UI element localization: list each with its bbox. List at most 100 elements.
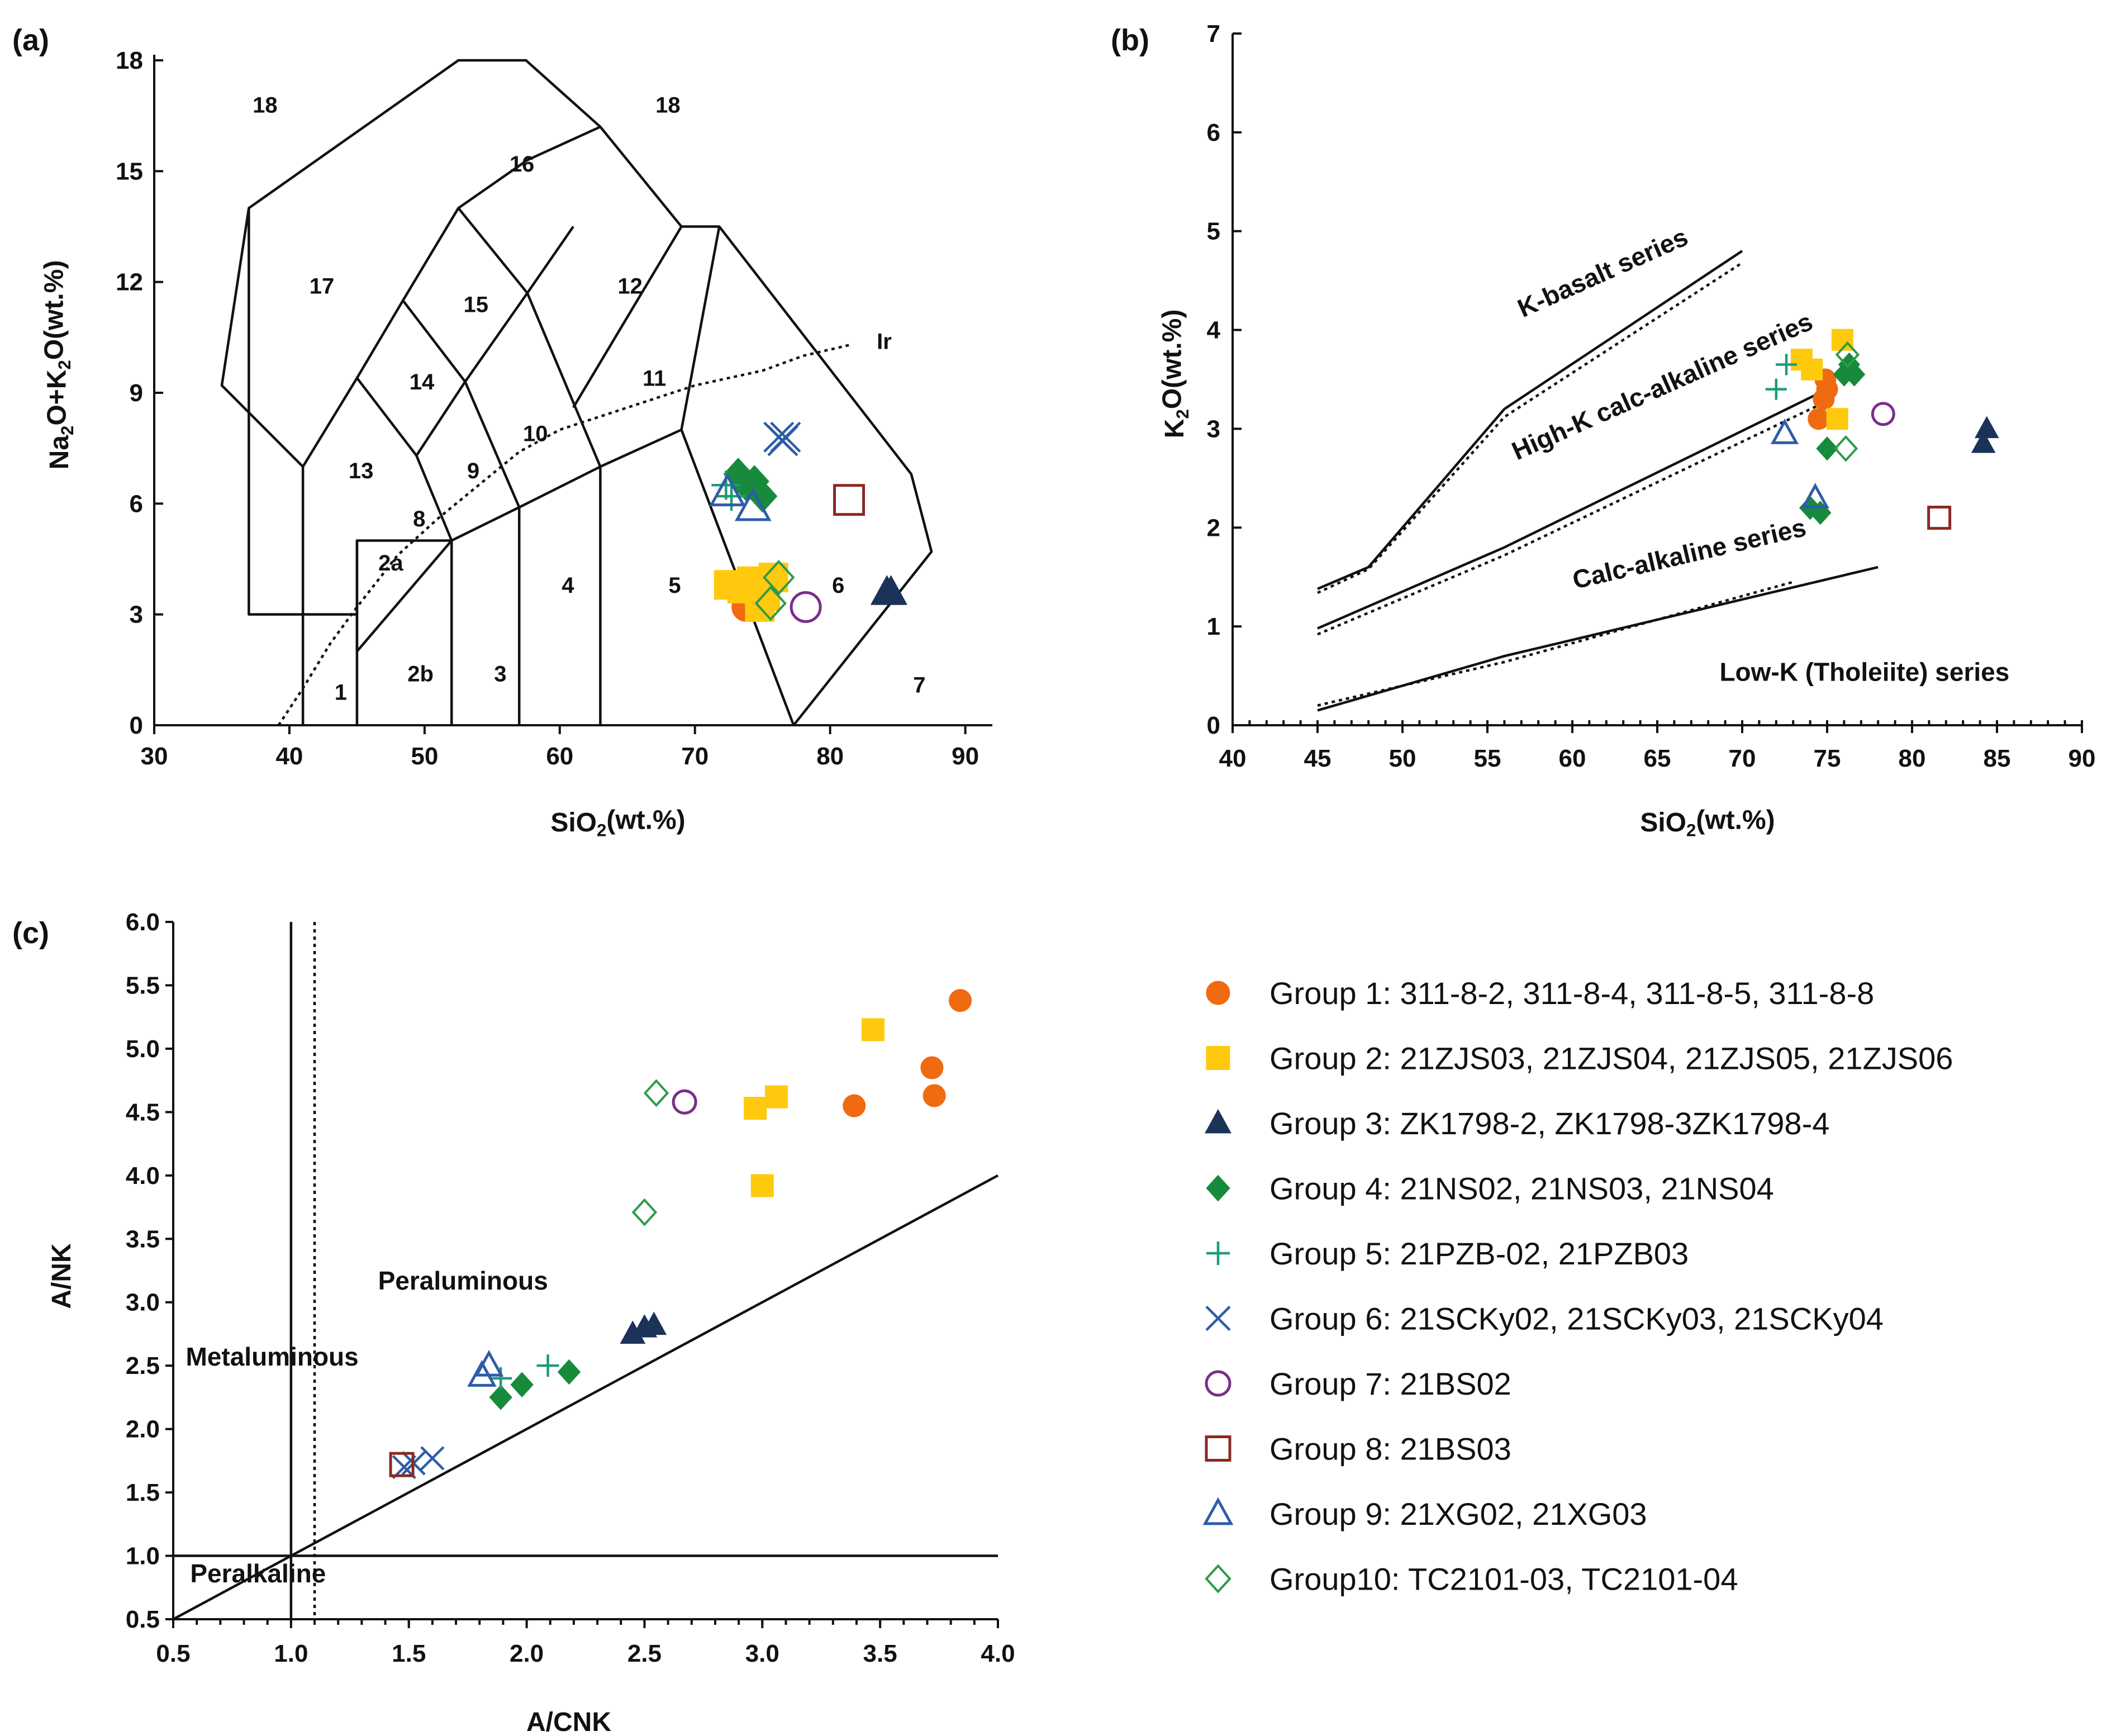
legend-label-g2: Group 2: 21ZJS03, 21ZJS04, 21ZJS05, 21ZJ… — [1269, 1041, 1953, 1076]
legend-marker-g2 — [1206, 1046, 1230, 1070]
field-label: 11 — [643, 367, 666, 391]
legend-marker-g7 — [1205, 1370, 1231, 1397]
point-g4-3 — [557, 1359, 581, 1385]
x-tick-label-a: 80 — [816, 743, 844, 770]
x-tick-label-c: 1.0 — [274, 1640, 308, 1667]
legend-marker-g1 — [1206, 981, 1230, 1005]
point-g10-1 — [1835, 341, 1860, 368]
field-boundary-7 — [457, 207, 529, 294]
y-tick-label-c: 5.0 — [126, 1035, 160, 1063]
y-axis-title-a: Na2​O+K2​O(wt.%) — [40, 260, 77, 470]
x-tick-label-b: 80 — [1899, 745, 1926, 772]
point-g1-4 — [843, 1094, 866, 1117]
field-label: 2a — [378, 551, 403, 576]
reference-line-diagonal — [172, 1174, 999, 1620]
series-boundary-solid-1 — [1317, 250, 1743, 591]
x-tick-label-a: 30 — [141, 743, 168, 770]
y-tick-label-c: 2.0 — [126, 1416, 160, 1443]
series-boundary-dotted-1 — [1317, 261, 1743, 594]
field-label: 18 — [253, 93, 278, 117]
y-tick-label-a: 0 — [130, 712, 143, 739]
series-boundary-dotted-3 — [1317, 581, 1794, 707]
series-label: Calc-alkaline series — [1570, 512, 1809, 594]
point-g5-1 — [489, 1367, 512, 1390]
point-g5-1 — [1765, 378, 1787, 400]
legend-label-g8: Group 8: 21BS03 — [1269, 1431, 1511, 1467]
legend-marker-g4 — [1206, 1174, 1230, 1202]
point-g7-1 — [790, 591, 822, 623]
panel-label-c: (c) — [12, 916, 49, 950]
series-label: High-K calc-alkaline series — [1508, 307, 1817, 466]
panel-c-acnk-ank-diagram: (c) 0.5 1.0 1.5 2.0 2.5 3.0 3.5 4.0 0.5 1.0 1.5 2.0 2… — [12, 909, 1015, 1736]
y-tick-label-b: 5 — [1207, 218, 1220, 245]
field-label: 17 — [310, 274, 335, 298]
point-g9-2 — [474, 1349, 504, 1377]
point-g7-1 — [1871, 402, 1895, 426]
point-g5-2 — [1776, 354, 1798, 375]
legend-item-g9: Group 9: 21XG02, 21XG03 — [1202, 1496, 1647, 1532]
y-tick-label-a: 9 — [130, 379, 143, 407]
y-tick-label-b: 3 — [1207, 415, 1220, 443]
point-g2-1 — [861, 1018, 885, 1041]
field-label: 7 — [913, 673, 925, 697]
legend-label-g6: Group 6: 21SCKy02, 21SCKy03, 21SCKy04 — [1269, 1301, 1884, 1337]
legend-label-g4: Group 4: 21NS02, 21NS03, 21NS04 — [1269, 1171, 1774, 1206]
point-g5-2 — [536, 1354, 559, 1377]
y-tick-label-c: 1.5 — [126, 1479, 160, 1506]
point-g2-3 — [1831, 329, 1853, 351]
legend-item-g4: Group 4: 21NS02, 21NS03, 21NS04 — [1206, 1171, 1774, 1206]
field-boundary-11 — [464, 381, 521, 508]
y-tick-label-b: 7 — [1207, 20, 1220, 47]
x-tick-label-b: 55 — [1474, 745, 1501, 772]
point-g4-2 — [510, 1372, 534, 1397]
x-tick-label-b: 40 — [1219, 745, 1247, 772]
legend-marker-g6 — [1205, 1305, 1231, 1331]
y-tick-label-c: 3.5 — [126, 1225, 160, 1253]
y-tick-label-b: 4 — [1207, 317, 1221, 344]
field-label: 5 — [668, 573, 681, 598]
y-tick-label-a: 3 — [130, 601, 143, 629]
y-tick-label-c: 3.0 — [126, 1289, 160, 1316]
x-tick-label-a: 90 — [952, 743, 979, 770]
panel-label-b: (b) — [1111, 23, 1149, 57]
field-label: 18 — [655, 93, 681, 117]
x-tick-label-c: 4.0 — [981, 1640, 1015, 1667]
point-g10-1 — [763, 559, 795, 596]
series-label: K-basalt series — [1513, 222, 1692, 323]
x-tick-label-a: 70 — [681, 743, 708, 770]
y-tick-label-b: 1 — [1207, 613, 1220, 640]
x-tick-label-c: 2.0 — [510, 1640, 544, 1667]
point-g3-1 — [1975, 416, 1999, 439]
field-boundary-13 — [680, 226, 721, 430]
legend-marker-g8 — [1205, 1435, 1231, 1462]
series-label: Low-K (Tholeiite) series — [1719, 657, 2009, 686]
field-label: 13 — [349, 459, 374, 483]
x-axis-title-c: A/CNK — [526, 1708, 611, 1736]
x-tick-label-b: 45 — [1304, 745, 1332, 772]
point-g9-2 — [734, 487, 772, 521]
x-tick-label-a: 60 — [546, 743, 573, 770]
legend-item-g8: Group 8: 21BS03 — [1205, 1431, 1511, 1467]
x-tick-label-b: 85 — [1984, 745, 2011, 772]
point-g3-3 — [641, 1311, 667, 1335]
region-label: Metaluminous — [186, 1342, 358, 1371]
point-g10-1 — [643, 1079, 669, 1107]
x-tick-label-c: 1.5 — [392, 1640, 426, 1667]
point-g10-2 — [754, 586, 787, 621]
point-g4-1 — [489, 1385, 512, 1410]
field-label: 2b — [407, 662, 434, 686]
legend-item-g6: Group 6: 21SCKy02, 21SCKy03, 21SCKy04 — [1205, 1301, 1884, 1337]
x-tick-label-b: 70 — [1729, 745, 1756, 772]
irvine-baragar-curve — [277, 343, 851, 726]
point-g6-2 — [420, 1446, 445, 1471]
point-g6-3 — [767, 425, 798, 456]
y-axis-title-b: K2​O(wt.%) — [1157, 310, 1192, 439]
x-tick-label-c: 2.5 — [627, 1640, 662, 1667]
field-boundary-15 — [681, 225, 933, 726]
field-label: 1 — [335, 681, 347, 705]
field-label: 4 — [562, 573, 574, 598]
point-g4-3 — [1816, 436, 1838, 461]
legend-label-g3: Group 3: ZK1798-2, ZK1798-3ZK1798-4 — [1269, 1106, 1829, 1141]
point-g4-6 — [1833, 362, 1856, 387]
